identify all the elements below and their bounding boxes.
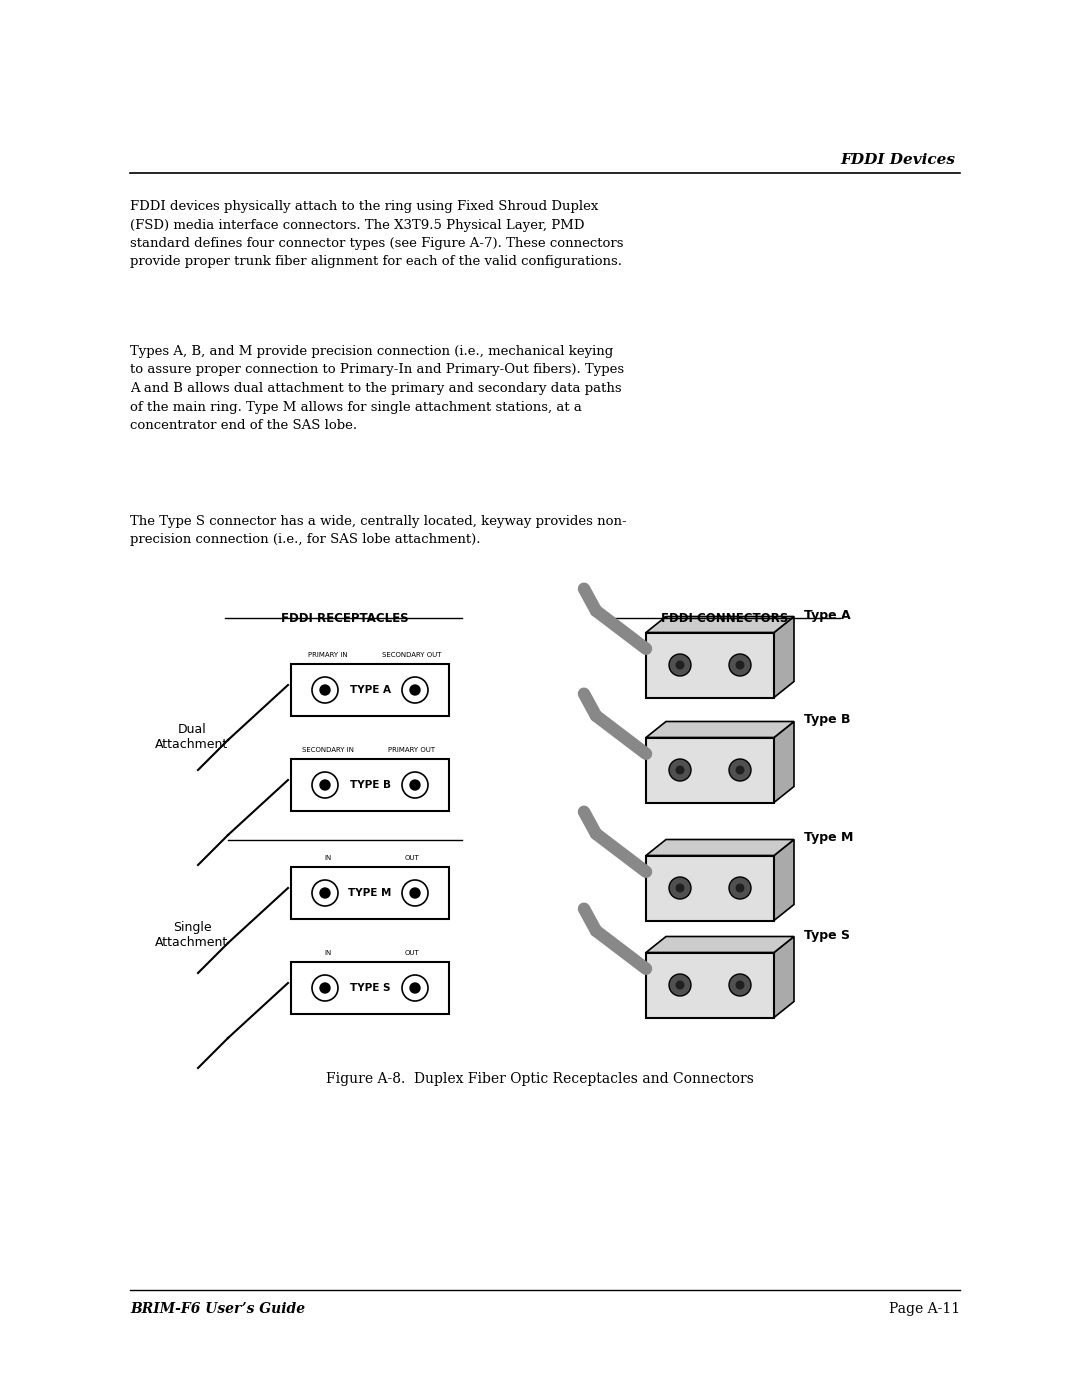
Text: FDDI CONNECTORS: FDDI CONNECTORS xyxy=(661,612,788,624)
Circle shape xyxy=(410,888,420,898)
Circle shape xyxy=(320,685,330,694)
Circle shape xyxy=(410,685,420,694)
Bar xyxy=(646,738,774,802)
Text: Figure A-8.  Duplex Fiber Optic Receptacles and Connectors: Figure A-8. Duplex Fiber Optic Receptacl… xyxy=(326,1071,754,1085)
Text: TYPE B: TYPE B xyxy=(350,780,391,789)
Text: TYPE A: TYPE A xyxy=(350,685,391,694)
Text: PRIMARY IN: PRIMARY IN xyxy=(308,652,348,658)
Text: Type B: Type B xyxy=(804,714,851,726)
Text: FDDI RECEPTACLES: FDDI RECEPTACLES xyxy=(281,612,409,624)
Polygon shape xyxy=(774,616,794,697)
Circle shape xyxy=(675,981,685,989)
Bar xyxy=(291,664,449,717)
Text: FDDI Devices: FDDI Devices xyxy=(840,154,955,168)
Circle shape xyxy=(735,883,744,893)
Text: FDDI devices physically attach to the ring using Fixed Shroud Duplex
(FSD) media: FDDI devices physically attach to the ri… xyxy=(130,200,623,268)
Text: BRIM-F6 User’s Guide: BRIM-F6 User’s Guide xyxy=(130,1302,306,1316)
Text: IN: IN xyxy=(324,950,332,956)
Circle shape xyxy=(669,654,691,676)
Bar xyxy=(291,868,449,919)
Circle shape xyxy=(729,877,751,900)
Circle shape xyxy=(675,883,685,893)
Text: Type S: Type S xyxy=(804,929,850,942)
Text: Type A: Type A xyxy=(804,609,851,622)
Bar xyxy=(646,633,774,697)
Circle shape xyxy=(320,780,330,789)
Circle shape xyxy=(729,974,751,996)
Text: Type M: Type M xyxy=(804,831,853,845)
Polygon shape xyxy=(774,936,794,1017)
Circle shape xyxy=(410,983,420,993)
Text: TYPE M: TYPE M xyxy=(349,888,392,898)
Circle shape xyxy=(669,877,691,900)
Text: OUT: OUT xyxy=(405,855,419,861)
Circle shape xyxy=(320,888,330,898)
Circle shape xyxy=(735,981,744,989)
Circle shape xyxy=(729,654,751,676)
Text: Page A-11: Page A-11 xyxy=(889,1302,960,1316)
Circle shape xyxy=(729,759,751,781)
Circle shape xyxy=(669,759,691,781)
Polygon shape xyxy=(646,721,794,738)
Text: The Type S connector has a wide, centrally located, keyway provides non-
precisi: The Type S connector has a wide, central… xyxy=(130,515,626,546)
Text: Dual
Attachment: Dual Attachment xyxy=(156,724,229,752)
Bar xyxy=(291,963,449,1014)
Circle shape xyxy=(675,661,685,669)
Circle shape xyxy=(410,780,420,789)
Text: SECONDARY OUT: SECONDARY OUT xyxy=(382,652,442,658)
Bar xyxy=(646,953,774,1017)
Text: IN: IN xyxy=(324,855,332,861)
Polygon shape xyxy=(774,840,794,921)
Text: OUT: OUT xyxy=(405,950,419,956)
Circle shape xyxy=(735,661,744,669)
Text: Single
Attachment: Single Attachment xyxy=(156,921,229,949)
Circle shape xyxy=(669,974,691,996)
Polygon shape xyxy=(646,616,794,633)
Circle shape xyxy=(675,766,685,774)
Bar xyxy=(646,855,774,921)
Text: SECONDARY IN: SECONDARY IN xyxy=(302,747,354,753)
Polygon shape xyxy=(774,721,794,802)
Polygon shape xyxy=(646,936,794,953)
Circle shape xyxy=(320,983,330,993)
Text: TYPE S: TYPE S xyxy=(350,983,390,993)
Circle shape xyxy=(735,766,744,774)
Polygon shape xyxy=(646,840,794,855)
Text: PRIMARY OUT: PRIMARY OUT xyxy=(389,747,435,753)
Bar xyxy=(291,759,449,812)
Text: Types A, B, and M provide precision connection (i.e., mechanical keying
to assur: Types A, B, and M provide precision conn… xyxy=(130,345,624,432)
